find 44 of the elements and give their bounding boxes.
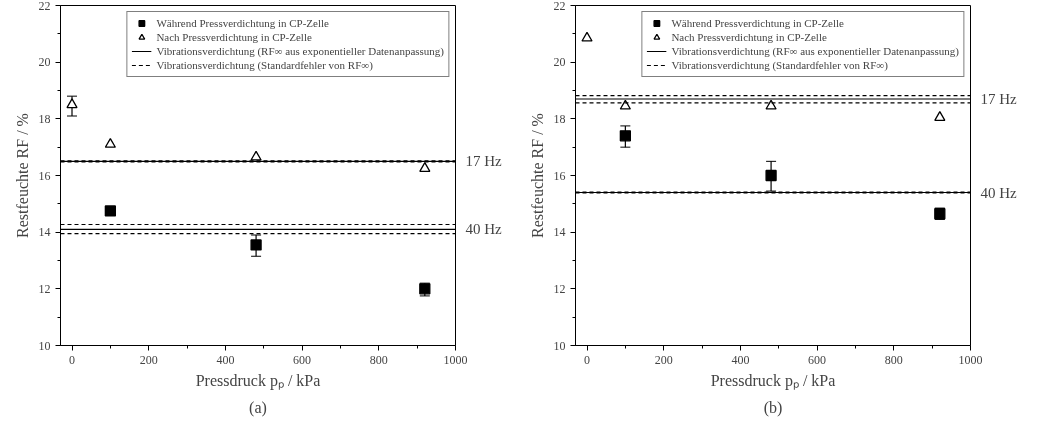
x-tick-label: 200 xyxy=(654,352,673,367)
x-tick-label: 600 xyxy=(808,352,827,367)
y-tick-label: 20 xyxy=(553,55,566,70)
x-tick-label: 600 xyxy=(293,352,312,367)
text: 40 Hz xyxy=(980,184,1018,201)
y-tick-label: 12 xyxy=(38,281,51,296)
y-tick-label: 16 xyxy=(553,168,566,183)
y-axis-title: Restfeuchte RF / % xyxy=(13,113,31,238)
x-tick-label: 800 xyxy=(369,352,388,367)
x-axis-title: Pressdruck pₚ / kPa xyxy=(195,371,321,390)
legend-label: Während Pressverdichtung in CP-Zelle xyxy=(671,16,844,30)
text: 17 Hz xyxy=(980,91,1018,107)
text: 17 Hz xyxy=(465,153,503,170)
x-tick-label: 400 xyxy=(216,352,235,367)
legend-label: Während Pressverdichtung in CP-Zelle xyxy=(156,16,329,30)
y-tick-label: 14 xyxy=(553,225,566,240)
x-axis-title: Pressdruck pₚ / kPa xyxy=(710,371,836,390)
x-tick-label: 200 xyxy=(139,352,158,367)
legend-label: Nach Pressverdichtung in CP-Zelle xyxy=(156,30,312,44)
legend-label: Vibrationsverdichtung (Standardfehler von RF∞) xyxy=(156,58,373,72)
y-tick-label: 18 xyxy=(553,111,566,126)
x-tick-label: 400 xyxy=(731,352,750,367)
legend-label: Vibrationsverdichtung (Standardfehler von RF∞) xyxy=(671,58,888,72)
y-tick-label: 16 xyxy=(38,168,51,183)
x-tick-label: 0 xyxy=(584,352,590,367)
text: (b) xyxy=(763,398,783,417)
y-tick-label: 22 xyxy=(553,0,566,13)
y-tick-label: 20 xyxy=(38,55,51,70)
y-axis-title: Restfeuchte RF / % xyxy=(528,113,546,238)
x-tick-label: 800 xyxy=(884,352,903,367)
y-tick-label: 10 xyxy=(553,338,566,353)
x-tick-label: 1000 xyxy=(443,352,468,367)
y-tick-label: 18 xyxy=(38,111,51,126)
legend-label: Vibrationsverdichtung (RF∞ aus exponentieller Datenanpassung) xyxy=(671,44,959,58)
legend-label: Nach Pressverdichtung in CP-Zelle xyxy=(671,30,827,44)
y-tick-label: 22 xyxy=(38,0,51,13)
text: 40 Hz xyxy=(465,221,503,238)
x-tick-label: 1000 xyxy=(958,352,983,367)
legend-label: Vibrationsverdichtung (RF∞ aus exponentieller Datenanpassung) xyxy=(156,44,444,58)
y-tick-label: 14 xyxy=(38,225,51,240)
y-tick-label: 10 xyxy=(38,338,51,353)
y-tick-label: 12 xyxy=(553,281,566,296)
text: (a) xyxy=(249,398,267,417)
x-tick-label: 0 xyxy=(69,352,75,367)
